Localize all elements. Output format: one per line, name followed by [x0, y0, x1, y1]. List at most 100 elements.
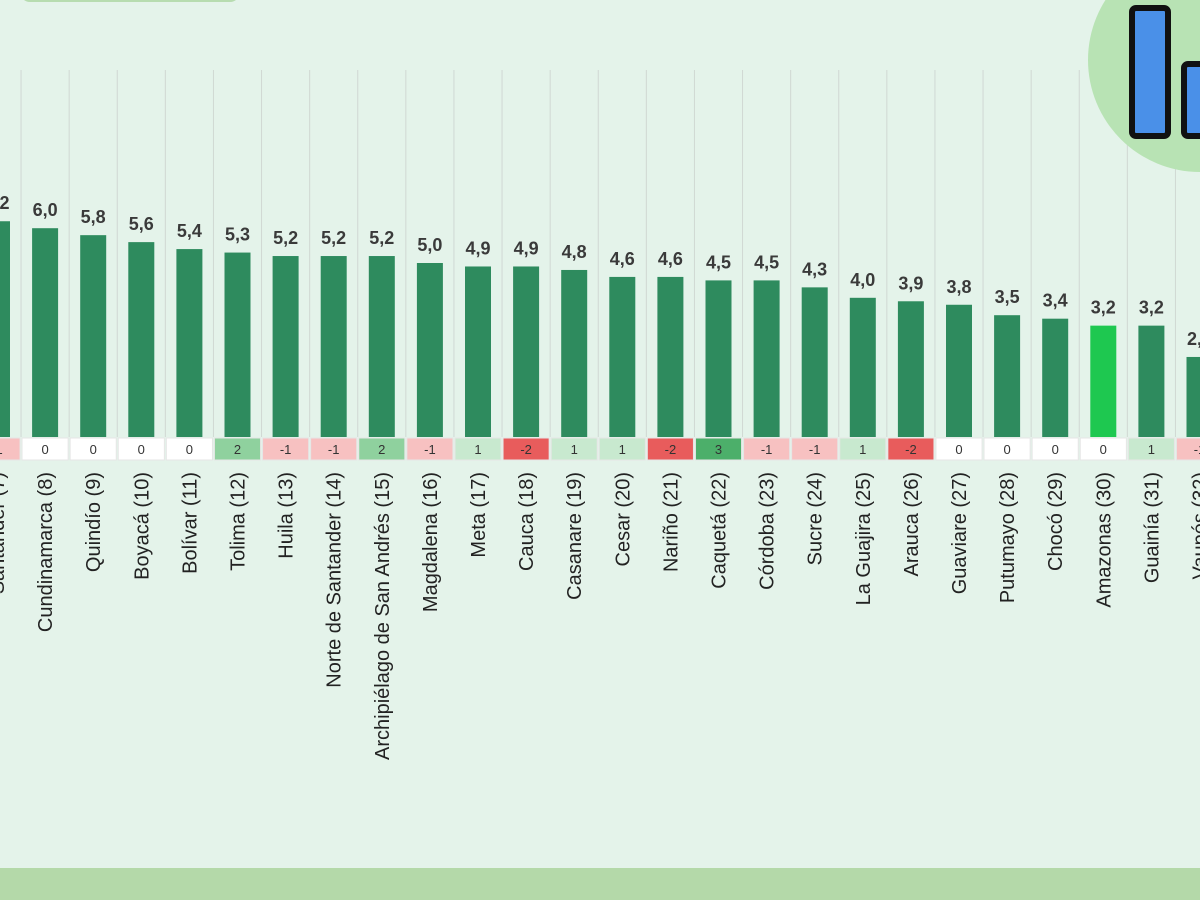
value-label: 5,2 — [369, 228, 394, 248]
value-label: 4,5 — [706, 252, 731, 272]
change-cell — [117, 437, 165, 461]
change-label: 1 — [571, 442, 578, 457]
change-cell — [839, 437, 887, 461]
value-label: 5,2 — [321, 228, 346, 248]
x-tick-label: Cundinamarca (8) — [35, 472, 57, 632]
change-label: -1 — [0, 442, 3, 457]
logo — [1088, 0, 1200, 172]
change-label: 0 — [41, 442, 48, 457]
change-label: 0 — [186, 442, 193, 457]
change-cell — [406, 437, 454, 461]
bar — [1138, 325, 1165, 437]
change-cell — [454, 437, 502, 461]
bar — [753, 280, 780, 437]
bar — [849, 297, 876, 437]
bar — [465, 266, 491, 437]
change-cell — [165, 437, 213, 461]
bar — [561, 269, 588, 437]
value-label: 3,5 — [995, 287, 1020, 307]
change-label: 0 — [1100, 442, 1107, 457]
x-tick-label: Chocó (29) — [1045, 472, 1067, 571]
value-label: 5,0 — [417, 235, 442, 255]
change-cell — [1031, 437, 1079, 461]
x-tick-label: Córdoba (23) — [757, 472, 779, 590]
change-label: -2 — [905, 442, 917, 457]
x-tick-label: Tolima (12) — [228, 472, 250, 571]
x-tick-label: Santander (7) — [0, 472, 9, 594]
change-label: 0 — [90, 442, 97, 457]
change-label: 0 — [1003, 442, 1010, 457]
change-cell — [21, 437, 69, 461]
bar — [416, 263, 443, 437]
change-label: -1 — [424, 442, 436, 457]
x-tick-label: Norte de Santander (14) — [324, 472, 346, 688]
bar — [897, 301, 924, 437]
x-tick-label: Caquetá (22) — [709, 472, 731, 589]
bar — [1186, 356, 1200, 437]
change-cell — [791, 437, 839, 461]
change-label: -1 — [809, 442, 821, 457]
change-cell — [502, 437, 550, 461]
value-label: 4,3 — [802, 259, 827, 279]
bar — [609, 276, 636, 437]
value-label: 5,3 — [225, 225, 250, 245]
x-tick-label: Cauca (18) — [516, 472, 538, 571]
change-label: -2 — [665, 442, 677, 457]
bar — [176, 249, 203, 437]
x-tick-label: Amazonas (30) — [1093, 472, 1115, 608]
bar — [272, 256, 299, 437]
value-label: 3,4 — [1043, 291, 1068, 311]
value-label: 3,8 — [946, 277, 971, 297]
bar — [0, 221, 10, 437]
change-cell — [550, 437, 598, 461]
x-tick-label: Guainía (31) — [1141, 472, 1163, 583]
bar — [994, 315, 1021, 437]
x-tick-label: Huila (13) — [276, 472, 298, 559]
change-label: 2 — [234, 442, 241, 457]
bar — [946, 304, 972, 437]
change-cell — [213, 437, 262, 461]
value-label: 6,2 — [0, 193, 10, 213]
x-tick-label: Arauca (26) — [901, 472, 923, 577]
bottom-band — [0, 868, 1200, 900]
change-label: -1 — [328, 442, 340, 457]
change-cell — [646, 437, 694, 461]
plot: 6,2 -1 Santander (7) 6,0 0 Cundinamarca (8) 5,… — [0, 70, 1200, 760]
change-cell — [1127, 437, 1175, 461]
x-tick-label: Putumayo (28) — [997, 472, 1019, 603]
x-tick-label: Bolívar (11) — [179, 472, 201, 574]
value-label: 6,0 — [33, 200, 58, 220]
value-label: 5,6 — [129, 214, 154, 234]
value-label: 4,5 — [754, 252, 779, 272]
top-tab — [24, 0, 236, 2]
x-tick-label: Meta (17) — [468, 472, 490, 558]
change-label: 0 — [1052, 442, 1059, 457]
value-label: 4,6 — [610, 249, 635, 269]
x-tick-label: Nariño (21) — [660, 472, 682, 572]
value-label: 4,8 — [562, 242, 587, 262]
x-tick-label: Casanare (19) — [564, 472, 586, 600]
bar — [801, 287, 828, 437]
bar — [128, 242, 155, 437]
change-label: 3 — [715, 442, 722, 457]
change-label: 0 — [138, 442, 145, 457]
change-label: 1 — [619, 442, 626, 457]
change-cell — [743, 437, 791, 461]
value-label: 4,9 — [514, 238, 539, 258]
value-label: 5,4 — [177, 221, 202, 241]
change-label: 1 — [859, 442, 866, 457]
change-cell — [887, 437, 935, 461]
change-cell — [310, 437, 358, 461]
x-tick-label: Sucre (24) — [805, 472, 827, 565]
change-label: 1 — [474, 442, 481, 457]
change-label: -1 — [1194, 442, 1200, 457]
x-tick-label: Magdalena (16) — [420, 472, 442, 612]
bar — [1042, 318, 1069, 437]
value-label: 4,9 — [465, 238, 490, 258]
bar — [224, 252, 251, 437]
bar — [368, 256, 395, 437]
change-cell — [0, 437, 21, 461]
change-label: -1 — [761, 442, 773, 457]
